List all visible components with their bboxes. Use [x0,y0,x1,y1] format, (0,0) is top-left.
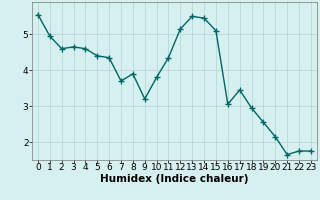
X-axis label: Humidex (Indice chaleur): Humidex (Indice chaleur) [100,174,249,184]
